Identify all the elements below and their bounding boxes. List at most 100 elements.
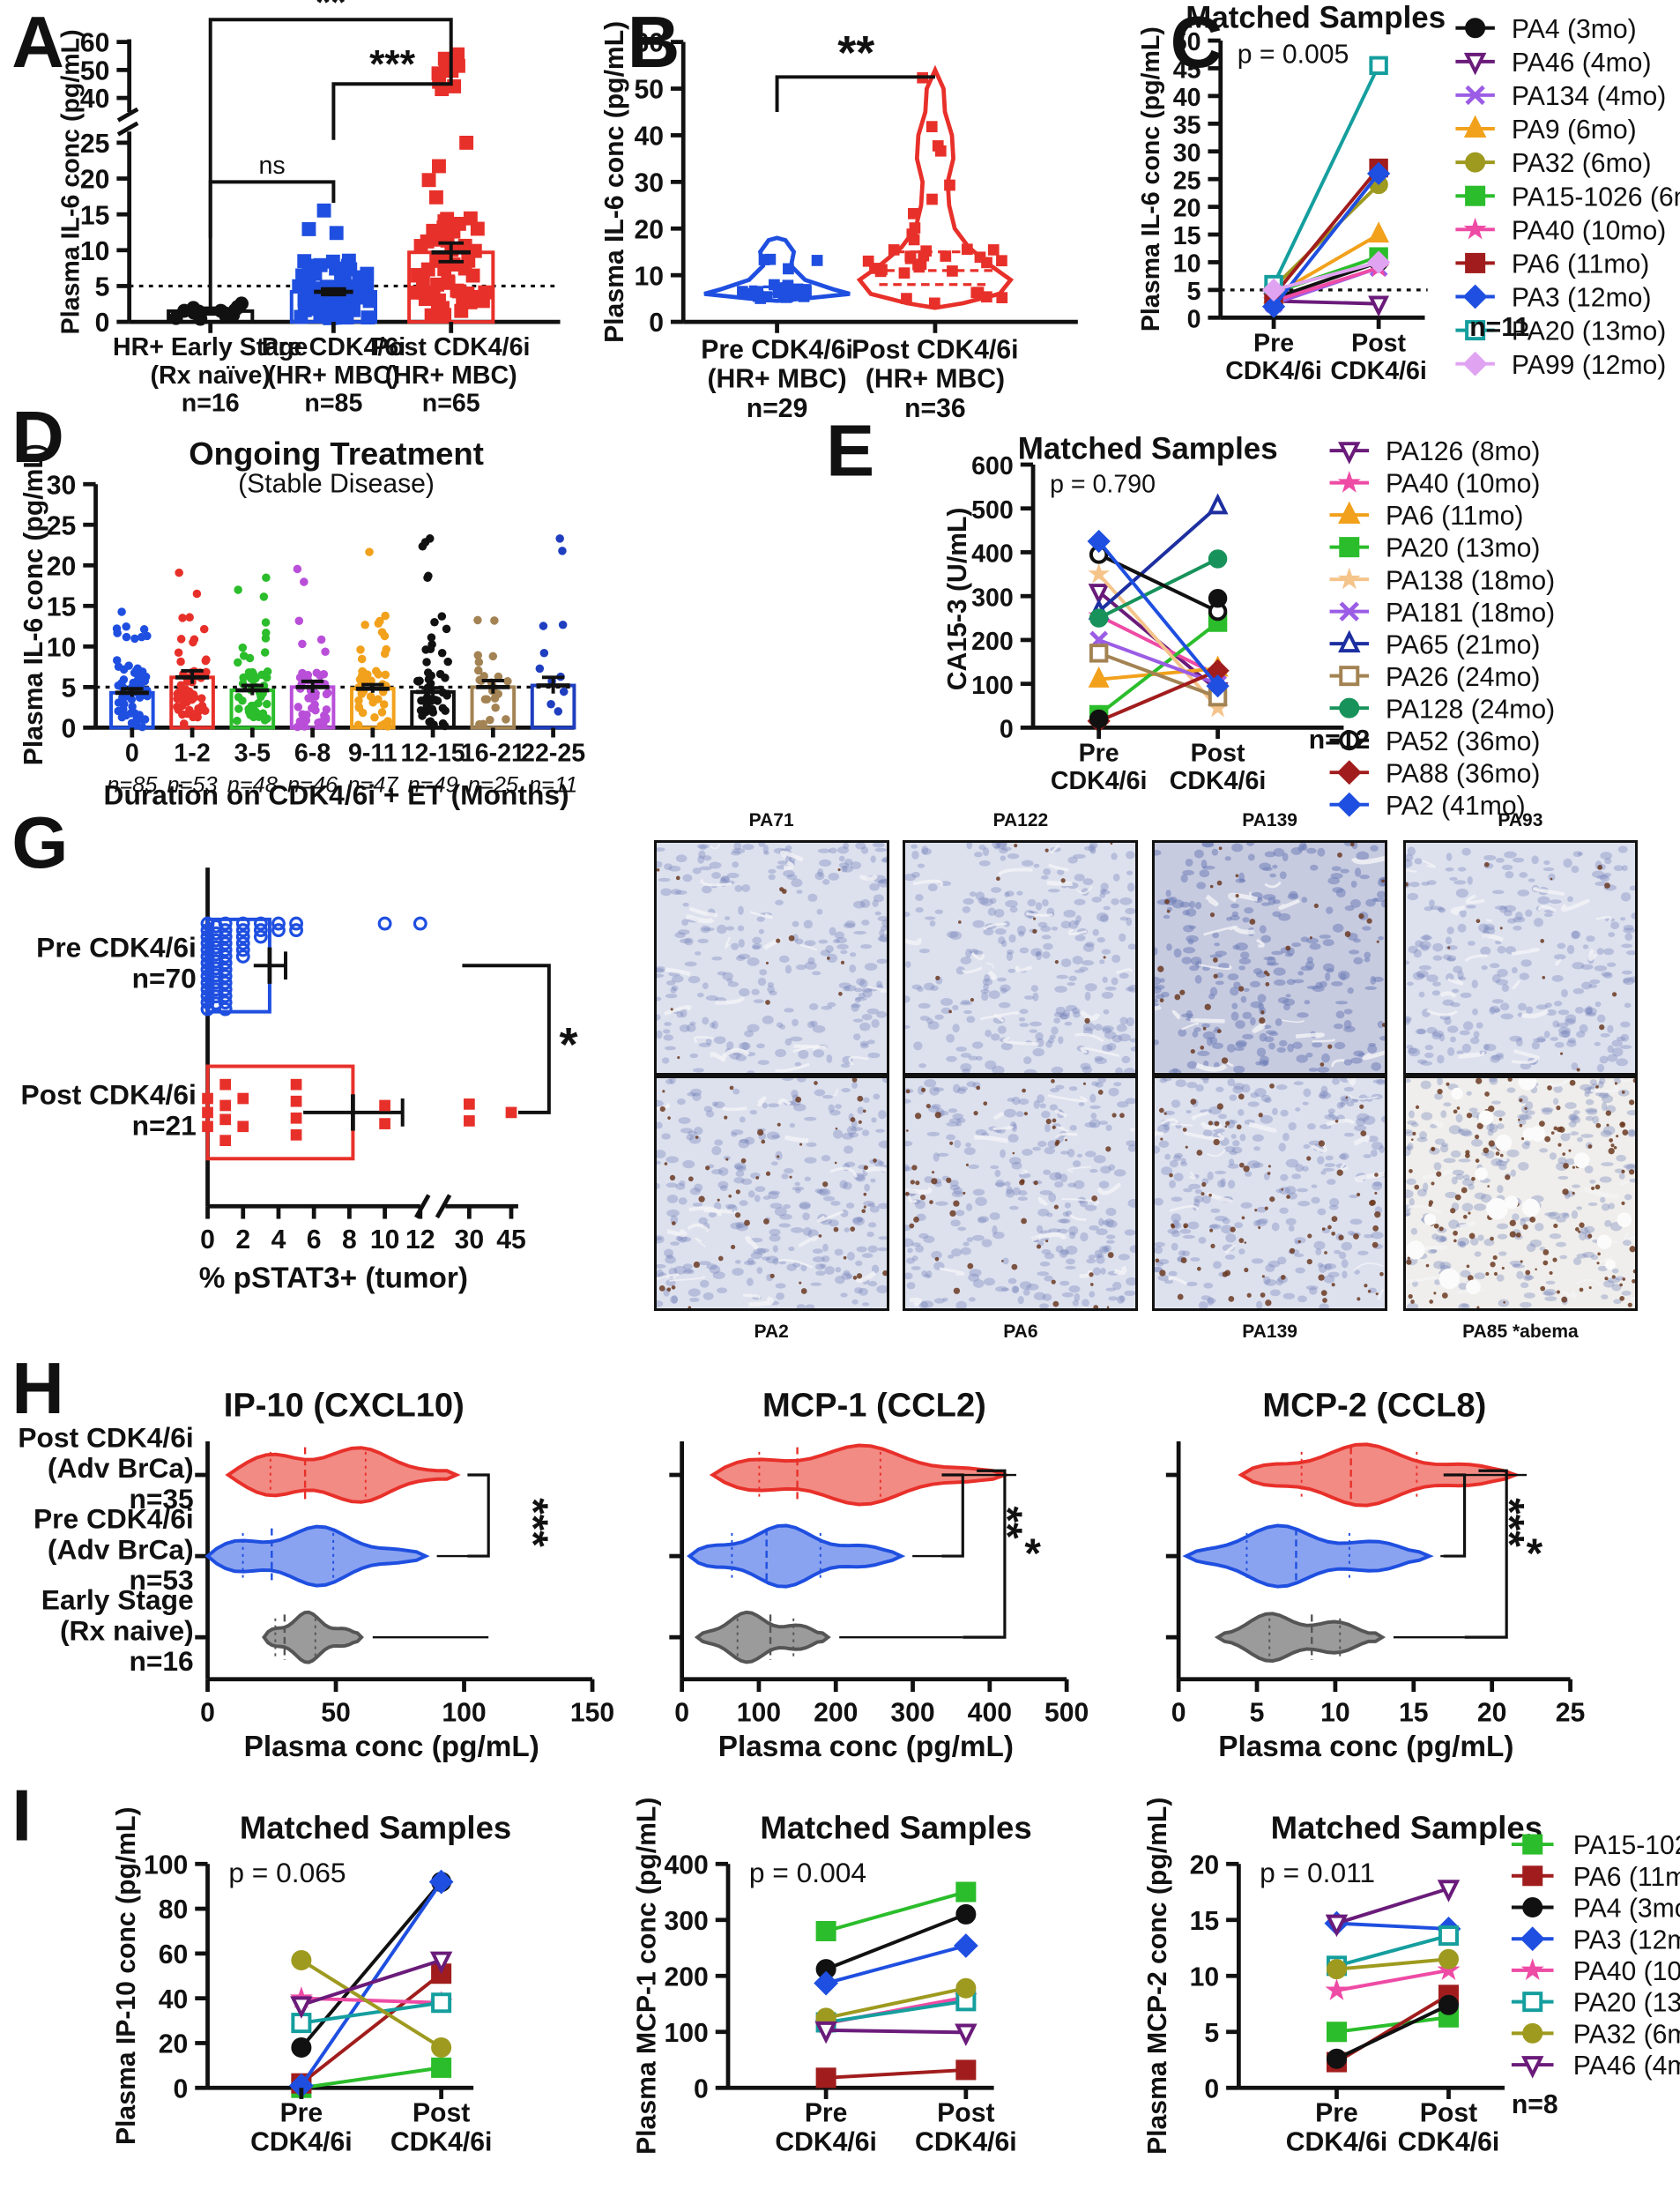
x-tick-label: 6-8 xyxy=(294,739,331,767)
series-line xyxy=(1336,1921,1449,1931)
p-value: p = 0.005 xyxy=(1238,40,1349,69)
data-point xyxy=(311,705,320,715)
data-point xyxy=(130,634,139,644)
ihc-label-top-1: PA71 xyxy=(748,810,794,830)
y-tick-label: 30 xyxy=(1173,139,1201,168)
data-point xyxy=(118,693,127,702)
data-point xyxy=(192,589,202,599)
tissue-texture xyxy=(1155,1077,1386,1308)
data-point xyxy=(354,279,369,294)
x-tick-label: Pre xyxy=(1253,329,1294,357)
x-tick-label: 100 xyxy=(737,1698,781,1727)
series-line xyxy=(1335,1887,1450,1925)
x-tick-label: Post xyxy=(937,2098,994,2127)
x-tick-label: Post xyxy=(413,2098,470,2127)
data-point xyxy=(202,1092,213,1105)
legend-marker xyxy=(1339,666,1360,687)
chart-title: Matched Samples xyxy=(760,1810,1031,1846)
data-point xyxy=(322,705,331,714)
x-tick-label: 0 xyxy=(125,739,139,767)
data-point xyxy=(437,51,452,66)
data-point xyxy=(555,534,564,543)
panel-letter-D: D xyxy=(11,397,64,478)
data-point xyxy=(955,2023,978,2046)
legend-marker xyxy=(1465,320,1486,341)
ihc-image-bottom-1 xyxy=(653,1075,889,1311)
data-point xyxy=(308,297,323,311)
y-axis-title: Plasma IL-6 conc (pg/mL) xyxy=(19,443,48,765)
y-tick-label: 60 xyxy=(634,29,664,58)
axis-break xyxy=(116,121,139,137)
significance-bracket xyxy=(1443,1473,1467,1558)
legend-marker xyxy=(1337,567,1361,590)
data-point xyxy=(374,670,383,679)
legend-label: PA15-1026 (6mo) xyxy=(1512,182,1680,212)
series-line xyxy=(1272,183,1380,289)
data-point xyxy=(1088,562,1110,584)
data-point xyxy=(559,687,569,696)
legend-label: PA9 (6mo) xyxy=(1512,115,1637,145)
data-point xyxy=(814,1970,839,1996)
x-tick-label: 0 xyxy=(674,1698,689,1727)
x-tick-label: CDK4/6i xyxy=(390,2128,493,2157)
y-tick-label: 15 xyxy=(1173,222,1201,250)
significance-bracket xyxy=(941,1473,964,1558)
significance-label: ns xyxy=(258,152,285,180)
data-point xyxy=(293,564,302,574)
data-point xyxy=(815,1920,836,1941)
data-point xyxy=(289,916,304,931)
legend-marker xyxy=(1338,629,1361,653)
series-line xyxy=(1097,540,1220,688)
x-tick-label: 16-21 xyxy=(461,739,525,767)
legend-label: PA88 (36mo) xyxy=(1386,759,1540,788)
data-point xyxy=(247,701,256,711)
data-point xyxy=(888,244,900,256)
y-tick-label: 10 xyxy=(80,237,110,266)
data-point xyxy=(379,1099,390,1112)
data-point xyxy=(898,267,911,279)
data-point xyxy=(290,1128,302,1141)
x-tick-label: 10 xyxy=(1320,1698,1350,1727)
y-tick-label: 0 xyxy=(1000,716,1014,744)
data-point xyxy=(189,637,197,647)
data-point xyxy=(290,1996,313,2019)
y-tick-label: 10 xyxy=(1173,250,1201,279)
y-tick-label: 25 xyxy=(1173,167,1201,195)
data-point xyxy=(138,714,146,724)
x-tick-label: (HR+ MBC) xyxy=(385,361,517,390)
y-tick-label: 40 xyxy=(159,1985,189,2014)
legend-label: PA181 (18mo) xyxy=(1386,599,1555,628)
y-tick-label: 30 xyxy=(634,168,664,197)
x-tick-label: 3-5 xyxy=(234,739,271,767)
y-axis-title: Plasma MCP-2 conc (pg/mL) xyxy=(1143,1798,1172,2155)
data-point xyxy=(259,681,269,690)
data-point xyxy=(218,949,233,964)
series-line xyxy=(1097,638,1219,686)
data-point xyxy=(431,2037,452,2059)
legend-marker xyxy=(1462,284,1488,309)
significance-bracket xyxy=(208,180,336,309)
series-line xyxy=(1272,64,1380,286)
data-point xyxy=(290,1112,302,1124)
data-point xyxy=(218,956,233,971)
ihc-image-bottom-2 xyxy=(903,1075,1139,1311)
violin xyxy=(687,1523,906,1589)
series-line xyxy=(300,1958,442,2050)
n-label: n=25 xyxy=(468,772,519,797)
data-point xyxy=(234,585,242,594)
legend-marker xyxy=(1339,537,1360,558)
data-point xyxy=(981,291,992,303)
legend-label: PA128 (24mo) xyxy=(1386,695,1555,724)
data-point xyxy=(178,701,187,711)
data-point xyxy=(218,982,233,997)
data-point xyxy=(219,1078,231,1091)
y-axis-title: CA15-3 (U/mL) xyxy=(943,508,972,691)
data-point xyxy=(235,923,250,938)
panel-E: 0 100 200 300 400 500 600 CA15-3 (U/mL) Matched … xyxy=(943,432,1555,821)
legend-label: PA4 (3mo) xyxy=(1512,15,1637,44)
data-point xyxy=(200,706,210,715)
legend-label: PA6 (11mo) xyxy=(1386,502,1523,531)
y-tick-label: 50 xyxy=(1173,28,1201,56)
data-point xyxy=(374,619,383,629)
